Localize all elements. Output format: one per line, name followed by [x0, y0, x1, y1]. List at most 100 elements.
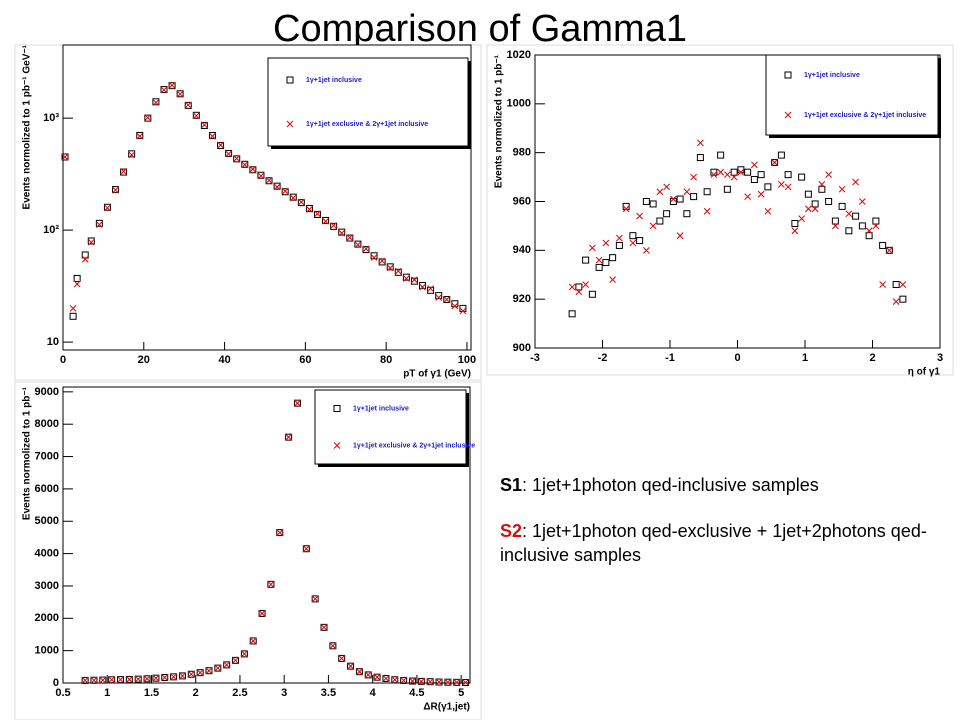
marker-x — [791, 227, 799, 235]
marker-x — [73, 280, 81, 288]
slide-title: Comparison of Gamma1 — [273, 8, 687, 50]
marker-x — [784, 111, 792, 119]
y-tick-label: 10³ — [43, 112, 59, 124]
x-tick-label: 40 — [218, 354, 230, 366]
marker-x — [757, 190, 765, 198]
marker-square — [240, 650, 248, 658]
marker-square — [419, 282, 427, 290]
marker-x — [595, 256, 603, 264]
y-tick-label: 2000 — [35, 612, 59, 624]
marker-square — [703, 188, 711, 196]
marker-square — [225, 149, 233, 157]
legend-label: 1γ+1jet inclusive — [804, 72, 860, 79]
marker-square — [602, 259, 610, 267]
marker-x — [453, 678, 461, 686]
marker-square — [281, 188, 289, 196]
marker-x — [656, 188, 664, 196]
marker-x — [588, 244, 596, 252]
marker-x — [311, 595, 319, 603]
marker-square — [750, 176, 758, 184]
marker-square — [444, 678, 452, 686]
marker-x — [356, 668, 363, 676]
marker-square — [717, 151, 725, 159]
marker-x — [852, 178, 860, 186]
marker-square — [427, 286, 435, 294]
y-tick-label: 980 — [513, 147, 531, 159]
x-tick-label: -3 — [530, 352, 540, 364]
legend-label: 1γ+1jet inclusive — [353, 405, 409, 412]
marker-x — [771, 159, 779, 166]
marker-x — [267, 580, 275, 588]
marker-square — [217, 141, 225, 149]
marker-square — [69, 312, 77, 320]
marker-square — [771, 158, 779, 166]
marker-x — [176, 90, 184, 98]
marker-x — [750, 161, 758, 169]
marker-square — [346, 234, 354, 242]
marker-square — [276, 529, 284, 537]
marker-x — [784, 183, 792, 191]
marker-x — [642, 246, 650, 254]
marker-square — [289, 193, 297, 201]
marker-square — [391, 676, 399, 684]
marker-square — [108, 676, 116, 684]
marker-square — [831, 217, 839, 225]
marker-x — [568, 283, 576, 291]
marker-square — [205, 667, 213, 675]
marker-square — [386, 263, 394, 271]
marker-square — [241, 160, 249, 168]
note-text: : 1jet+1photon qed-exclusive + 1jet+2pho… — [500, 521, 927, 565]
marker-x — [196, 669, 204, 677]
marker-x — [710, 171, 718, 179]
marker-x — [346, 234, 354, 241]
marker-square — [87, 237, 95, 245]
note-label: S2 — [500, 521, 523, 541]
marker-x — [370, 254, 378, 261]
marker-square — [249, 166, 257, 174]
marker-square — [214, 664, 222, 672]
marker-x — [338, 655, 346, 662]
marker-square — [838, 202, 846, 210]
marker-square — [899, 295, 907, 303]
y-tick-label: 9000 — [35, 386, 59, 398]
marker-square — [690, 193, 698, 201]
marker-x — [136, 132, 144, 140]
marker-x — [257, 172, 265, 180]
marker-x — [320, 623, 328, 631]
marker-x — [161, 674, 169, 681]
marker-x — [798, 215, 806, 222]
marker-square — [200, 121, 208, 129]
marker-x — [297, 198, 305, 206]
marker-x — [184, 101, 192, 109]
x-tick-label: 20 — [138, 354, 150, 366]
marker-square — [595, 263, 603, 271]
marker-square — [804, 190, 812, 198]
note-label: S1 — [500, 475, 523, 495]
marker-square — [136, 131, 144, 139]
marker-x — [629, 239, 637, 247]
marker-square — [99, 676, 107, 684]
marker-square — [302, 545, 310, 553]
marker-square — [400, 676, 408, 684]
marker-square — [330, 222, 338, 230]
marker-x — [128, 151, 136, 159]
marker-square — [81, 251, 89, 259]
marker-x — [61, 153, 69, 161]
marker-square — [285, 433, 293, 441]
marker-square — [892, 281, 900, 289]
series — [81, 399, 470, 687]
marker-x — [69, 304, 77, 312]
note: S1: 1jet+1photon qed-inclusive samples — [500, 473, 940, 497]
marker-x — [636, 212, 644, 220]
legend-label: 1γ+1jet exclusive & 2γ+1jet inclusive — [306, 121, 428, 128]
legend-item: 1γ+1jet inclusive — [784, 71, 860, 79]
marker-x — [676, 232, 684, 240]
marker-x — [249, 637, 257, 645]
marker-square — [329, 642, 337, 650]
legend — [314, 389, 467, 465]
y-tick-label: 1000 — [35, 645, 59, 657]
marker-square — [394, 268, 402, 276]
marker-x — [575, 288, 583, 296]
marker-square — [257, 171, 265, 179]
y-tick-label: 5000 — [35, 515, 59, 527]
